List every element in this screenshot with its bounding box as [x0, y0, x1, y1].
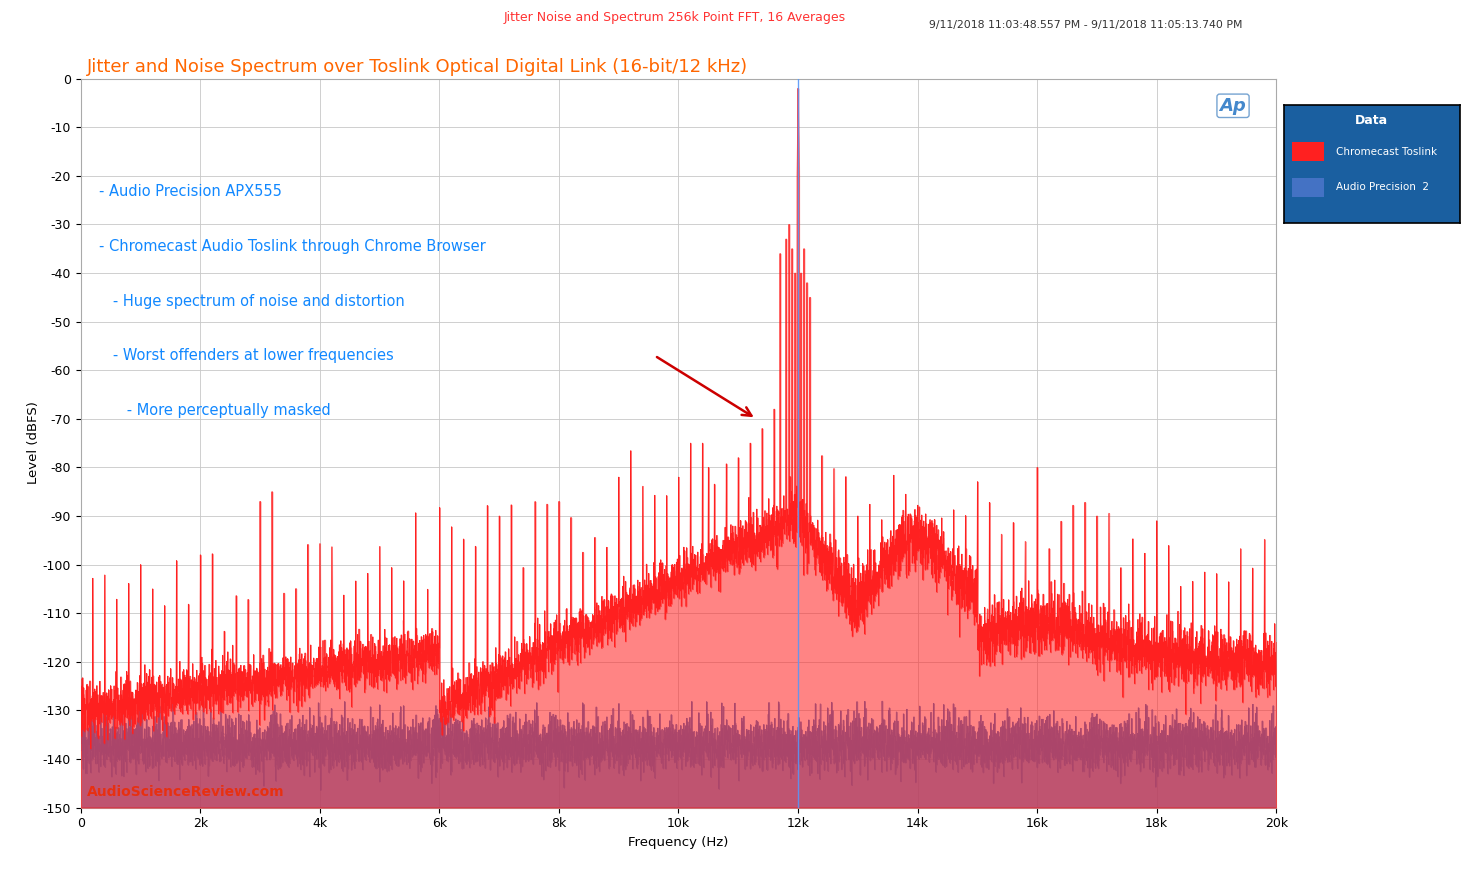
- Y-axis label: Level (dBFS): Level (dBFS): [26, 402, 40, 485]
- Text: - Audio Precision APX555: - Audio Precision APX555: [98, 184, 282, 199]
- Text: Ap: Ap: [1219, 97, 1247, 114]
- Text: - Huge spectrum of noise and distortion: - Huge spectrum of noise and distortion: [98, 293, 405, 309]
- Text: - Worst offenders at lower frequencies: - Worst offenders at lower frequencies: [98, 348, 393, 363]
- Text: Audio Precision  2: Audio Precision 2: [1336, 182, 1429, 192]
- Text: 9/11/2018 11:03:48.557 PM - 9/11/2018 11:05:13.740 PM: 9/11/2018 11:03:48.557 PM - 9/11/2018 11…: [929, 20, 1243, 30]
- Bar: [1292, 178, 1325, 196]
- Bar: [1292, 142, 1325, 162]
- Text: Data: Data: [1356, 113, 1388, 127]
- Text: Jitter and Noise Spectrum over Toslink Optical Digital Link (16-bit/12 kHz): Jitter and Noise Spectrum over Toslink O…: [87, 58, 748, 76]
- Text: - Chromecast Audio Toslink through Chrome Browser: - Chromecast Audio Toslink through Chrom…: [98, 239, 486, 254]
- Text: AudioScienceReview.com: AudioScienceReview.com: [87, 785, 285, 799]
- Text: Jitter Noise and Spectrum 256k Point FFT, 16 Averages: Jitter Noise and Spectrum 256k Point FFT…: [503, 11, 846, 24]
- Text: - More perceptually masked: - More perceptually masked: [98, 403, 330, 418]
- X-axis label: Frequency (Hz): Frequency (Hz): [628, 835, 729, 849]
- Bar: [1284, 105, 1460, 134]
- Text: Chromecast Toslink: Chromecast Toslink: [1336, 147, 1438, 157]
